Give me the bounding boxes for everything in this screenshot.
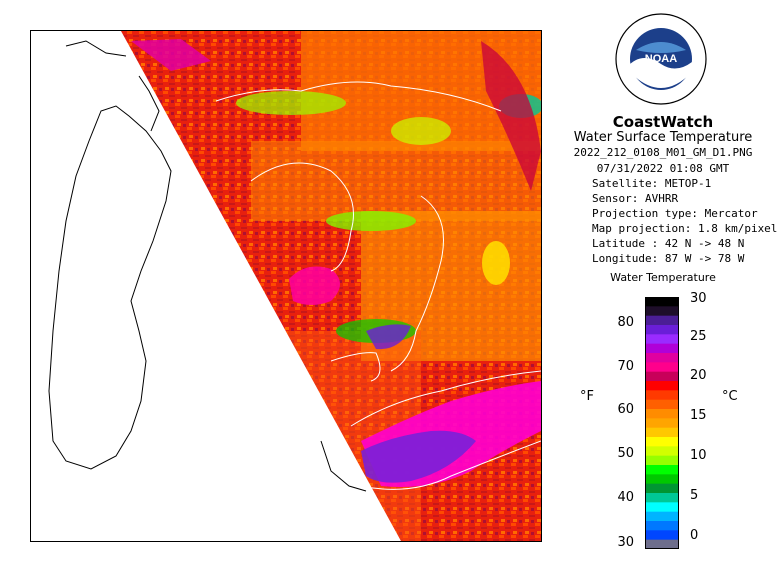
f-tick-80: 80 bbox=[617, 315, 634, 330]
color-bar-cell bbox=[645, 399, 679, 410]
satellite: Satellite: METOP-1 bbox=[592, 177, 712, 190]
coastlines bbox=[48, 40, 367, 492]
color-bar-cell bbox=[645, 371, 679, 382]
sst-map[interactable] bbox=[30, 30, 542, 542]
color-bar-cell bbox=[645, 390, 679, 401]
color-bar-cell bbox=[645, 455, 679, 466]
color-bar-cell bbox=[645, 362, 679, 373]
color-bar-cell bbox=[645, 474, 679, 485]
map-projection: Map projection: 1.8 km/pixel bbox=[592, 222, 778, 235]
satellite-swath bbox=[121, 31, 541, 541]
legend-title: Water Temperature bbox=[610, 271, 716, 284]
color-bar-cell bbox=[645, 521, 679, 531]
color-bar-cell bbox=[645, 465, 679, 475]
c-tick-15: 15 bbox=[690, 408, 707, 423]
color-bar-cell bbox=[645, 315, 679, 326]
color-bar-cell bbox=[645, 381, 679, 391]
color-bar-cell bbox=[645, 334, 679, 345]
color-bar-cell bbox=[645, 297, 679, 307]
color-bar-cell bbox=[645, 437, 679, 447]
color-bar-cell bbox=[645, 409, 679, 419]
color-bar-cell bbox=[645, 539, 679, 549]
f-tick-70: 70 bbox=[617, 359, 634, 374]
color-bar-cell bbox=[645, 446, 679, 457]
color-bar-cell bbox=[645, 483, 679, 494]
latitude-range: Latitude : 42 N -> 48 N bbox=[592, 237, 745, 250]
f-tick-30: 30 bbox=[617, 535, 634, 550]
color-bar-cell bbox=[645, 530, 679, 541]
c-tick-5: 5 bbox=[690, 488, 699, 503]
f-tick-50: 50 bbox=[617, 446, 634, 461]
color-bar-cell bbox=[645, 511, 679, 522]
color-bar-cell bbox=[645, 493, 679, 503]
product-title: Water Surface Temperature bbox=[573, 130, 753, 145]
noaa-logo: NOAA bbox=[614, 12, 708, 106]
f-tick-60: 60 bbox=[617, 402, 634, 417]
map-svg bbox=[48, 31, 541, 541]
brand-title: CoastWatch bbox=[612, 113, 714, 131]
longitude-range: Longitude: 87 W -> 78 W bbox=[592, 252, 745, 265]
color-bar-cell bbox=[645, 343, 679, 354]
color-bar-cell bbox=[645, 353, 679, 363]
c-tick-20: 20 bbox=[690, 368, 707, 383]
color-bar-cell bbox=[645, 325, 679, 335]
c-tick-0: 0 bbox=[690, 528, 699, 543]
unit-celsius: °C bbox=[722, 389, 738, 404]
c-tick-25: 25 bbox=[690, 329, 707, 344]
c-tick-30: 30 bbox=[690, 291, 707, 306]
color-bar-cell bbox=[645, 418, 679, 429]
c-tick-10: 10 bbox=[690, 448, 707, 463]
datetime: 07/31/2022 01:08 GMT bbox=[596, 162, 730, 175]
sensor: Sensor: AVHRR bbox=[592, 192, 679, 205]
projection-type: Projection type: Mercator bbox=[592, 207, 758, 220]
noaa-logo-label: NOAA bbox=[645, 53, 677, 65]
color-bar-cell bbox=[645, 502, 679, 513]
filename: 2022_212_0108_M01_GM_D1.PNG bbox=[573, 146, 753, 159]
unit-fahrenheit: °F bbox=[580, 389, 594, 404]
color-bar-cell bbox=[645, 306, 679, 317]
color-bar-cell bbox=[645, 427, 679, 438]
color-bar bbox=[645, 297, 679, 549]
f-tick-40: 40 bbox=[617, 490, 634, 505]
swath-coastlines bbox=[215, 81, 541, 490]
